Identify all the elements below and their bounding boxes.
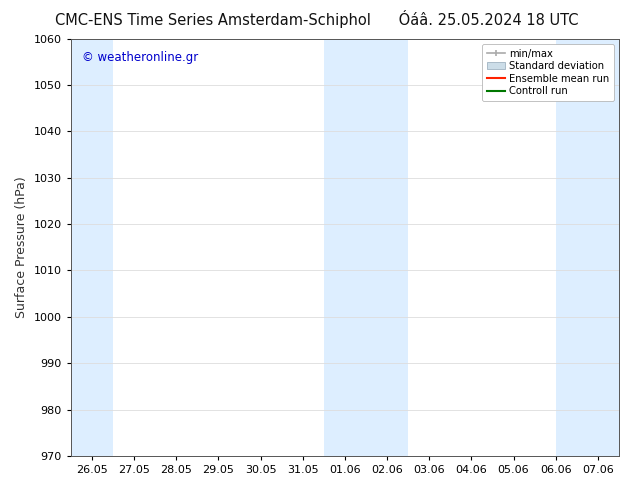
Text: © weatheronline.gr: © weatheronline.gr	[82, 51, 198, 64]
Bar	[556, 39, 619, 456]
Y-axis label: Surface Pressure (hPa): Surface Pressure (hPa)	[15, 176, 28, 318]
Bar	[324, 39, 408, 456]
Bar	[71, 39, 113, 456]
Legend: min/max, Standard deviation, Ensemble mean run, Controll run: min/max, Standard deviation, Ensemble me…	[482, 44, 614, 101]
Text: CMC-ENS Time Series Amsterdam-Schiphol      Óáâ. 25.05.2024 18 UTC: CMC-ENS Time Series Amsterdam-Schiphol Ó…	[55, 10, 579, 28]
